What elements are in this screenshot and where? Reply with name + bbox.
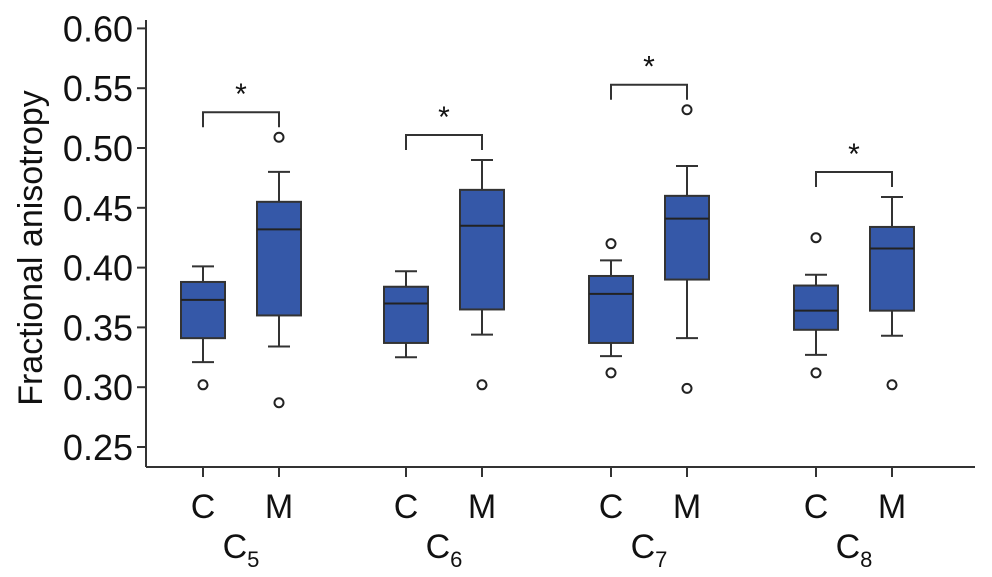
category-label: C [804, 488, 829, 526]
group-label-main: C [836, 528, 861, 566]
group-label-main: C [426, 528, 451, 566]
category-label: C [599, 488, 624, 526]
category-label: M [673, 488, 701, 526]
group-label-main: C [631, 528, 656, 566]
box-m [664, 194, 710, 281]
y-tick-label: 0.45 [63, 188, 133, 229]
y-tick-label: 0.30 [63, 367, 133, 408]
category-label: C [191, 488, 216, 526]
y-tick-label: 0.50 [63, 128, 133, 169]
significance-bracket [405, 133, 483, 150]
outlier-point [605, 367, 617, 379]
significance-bracket [610, 83, 688, 100]
outlier-point [681, 382, 693, 394]
group-label: C5 [223, 528, 260, 572]
y-tick-label: 0.55 [63, 68, 133, 109]
significance-asterisk: * [438, 101, 450, 134]
outlier-point [273, 397, 285, 409]
category-label: M [878, 488, 906, 526]
outlier-point [605, 238, 617, 250]
y-tick-label: 0.60 [63, 8, 133, 49]
significance-asterisk: * [235, 78, 247, 111]
box-c [588, 274, 634, 344]
box-c [180, 280, 226, 340]
outlier-point [810, 367, 822, 379]
outlier-point [681, 104, 693, 116]
outlier-point [476, 379, 488, 391]
y-axis-title: Fractional anisotropy [12, 90, 50, 406]
box-c [383, 285, 429, 344]
significance-bracket [202, 111, 280, 128]
category-label: M [468, 488, 496, 526]
box-m [459, 188, 505, 311]
group-label: C8 [836, 528, 873, 572]
box-c [793, 284, 839, 331]
significance-asterisk: * [643, 51, 655, 84]
y-tick-label: 0.40 [63, 248, 133, 289]
group-label-subscript: 7 [655, 547, 667, 572]
outlier-point [197, 379, 209, 391]
y-tick-label: 0.35 [63, 307, 133, 348]
significance-asterisk: * [848, 138, 860, 171]
category-label: C [394, 488, 419, 526]
group-label-subscript: 8 [860, 547, 872, 572]
y-tick-label: 0.25 [63, 427, 133, 468]
outlier-point [886, 379, 898, 391]
category-label: M [265, 488, 293, 526]
group-label-subscript: 5 [247, 547, 259, 572]
group-label: C7 [631, 528, 668, 572]
box-m [256, 200, 302, 317]
outlier-point [273, 131, 285, 143]
group-label: C6 [426, 528, 463, 572]
significance-bracket [815, 171, 893, 188]
outlier-point [810, 232, 822, 244]
box-m [869, 225, 915, 312]
group-label-subscript: 6 [450, 547, 462, 572]
group-label-main: C [223, 528, 248, 566]
